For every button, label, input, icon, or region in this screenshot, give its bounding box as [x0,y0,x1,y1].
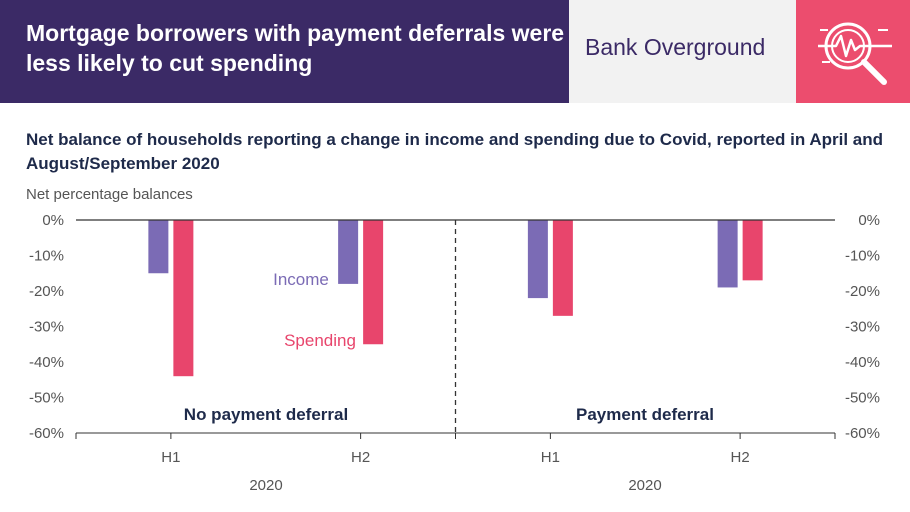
y-tick-label: 0% [42,212,64,229]
y-tick-label: -20% [845,283,880,300]
bar-spending [363,220,384,345]
bar-income [148,220,169,274]
y-tick-label: -30% [29,319,64,336]
bar-spending [173,220,194,377]
y-tick-label: -60% [845,425,880,442]
bar-spending [742,220,763,281]
y-tick-label: -30% [845,319,880,336]
y-tick-label: 0% [858,212,880,229]
brand-name: Bank Overground [585,34,766,60]
bar-income [338,220,359,284]
series-label-spending: Spending [284,331,356,350]
y-tick-label: -60% [29,425,64,442]
y-tick-label: -50% [29,390,64,407]
y-tick-label: -10% [29,248,64,265]
year-label: 2020 [249,477,282,494]
bar-spending [552,220,573,316]
group-label-no-deferral: No payment deferral [184,405,348,424]
x-tick-label: H1 [541,449,560,466]
y-ticks-left: 0% -10% -20% -30% -40% -50% -60% [29,212,64,442]
y-tick-label: -50% [845,390,880,407]
x-tick-label: H2 [351,449,370,466]
y-tick-label: -10% [845,248,880,265]
y-tick-label: -20% [29,283,64,300]
bar-income [717,220,738,288]
y-tick-label: -40% [29,354,64,371]
header-banner: Mortgage borrowers with payment deferral… [0,0,569,103]
page-title: Mortgage borrowers with payment deferral… [26,20,565,76]
x-ticks: H1 H2 H1 H2 [75,433,836,466]
magnifier-chart-icon [818,22,892,85]
bars [148,220,763,377]
x-tick-label: H2 [731,449,750,466]
group-label-deferral: Payment deferral [576,405,714,424]
series-label-income: Income [273,270,329,289]
y-axis-label: Net percentage balances [26,186,193,203]
chart-title: Net balance of households reporting a ch… [26,130,884,173]
bar-income [527,220,548,299]
x-tick-label: H1 [161,449,180,466]
brand-box: Bank Overground [569,0,796,103]
icon-box [796,0,910,103]
y-ticks-right: 0% -10% -20% -30% -40% -50% -60% [845,212,880,442]
y-tick-label: -40% [845,354,880,371]
year-label: 2020 [628,477,661,494]
